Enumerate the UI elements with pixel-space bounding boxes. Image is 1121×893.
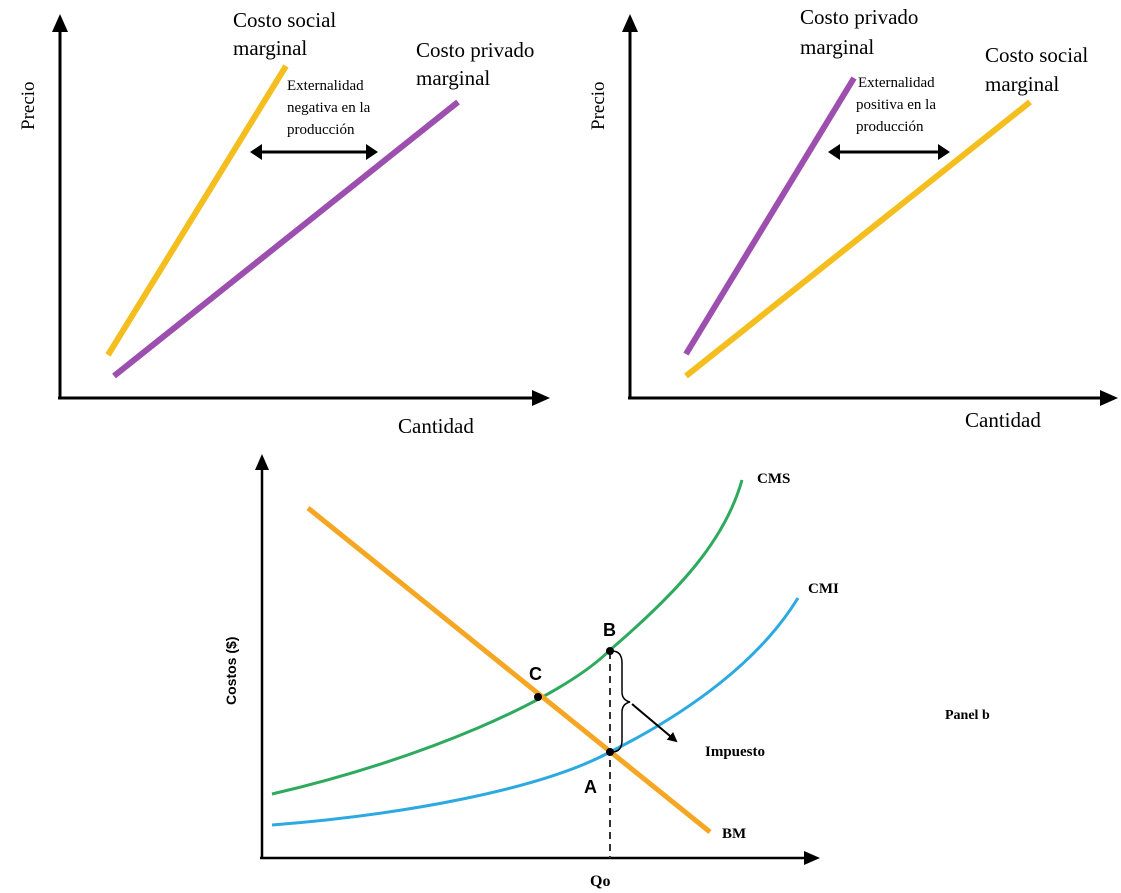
- bottom-y-axis-arrowhead: [255, 454, 269, 470]
- cmp-label: CMI: [808, 581, 839, 597]
- right-private-cost-line: [683, 76, 857, 356]
- panel-b-label: Panel b: [945, 708, 990, 723]
- left-x-axis-arrowhead: [532, 390, 550, 406]
- right-x-axis-arrowhead: [1100, 390, 1118, 406]
- left-y-axis-label: Precio: [18, 81, 39, 130]
- left-social-cost-label-1: Costo social: [233, 8, 336, 32]
- cms-curve: [271, 479, 744, 796]
- right-social-cost-line: [684, 99, 1032, 379]
- left-externality-arrow-left-head: [250, 144, 262, 160]
- point-c-marker: [534, 693, 542, 701]
- left-annotation-2: negativa en la: [287, 100, 371, 116]
- right-y-axis-arrowhead: [622, 14, 638, 32]
- right-annotation-2: positiva en la: [856, 97, 936, 113]
- right-x-axis-label: Cantidad: [965, 408, 1041, 432]
- left-private-cost-label-1: Costo privado: [416, 38, 534, 62]
- panel-tax-correction: Costos ($) Qo CMS CMI BM B C A Impuesto …: [223, 454, 990, 890]
- right-annotation-3: producción: [856, 119, 924, 135]
- panel-negative-externality: Precio Cantidad Costo social marginal Co…: [18, 8, 550, 438]
- bm-label: BM: [722, 826, 746, 842]
- left-social-cost-label-2: marginal: [233, 36, 307, 60]
- point-b-label: B: [603, 620, 616, 640]
- left-annotation-1: Externalidad: [287, 78, 364, 94]
- bm-line: [306, 506, 712, 834]
- qo-tick-label: Qo: [590, 873, 610, 890]
- cms-label: CMS: [757, 471, 790, 487]
- point-a-marker: [606, 748, 614, 756]
- right-annotation-1: Externalidad: [858, 75, 935, 91]
- tax-brace: [611, 650, 631, 753]
- point-c-label: C: [529, 664, 542, 684]
- left-x-axis-label: Cantidad: [398, 414, 474, 438]
- right-y-axis-label: Precio: [588, 81, 609, 130]
- right-private-cost-label-1: Costo privado: [800, 5, 918, 29]
- bottom-x-axis-arrowhead: [804, 851, 820, 865]
- left-private-cost-label-2: marginal: [416, 66, 490, 90]
- left-y-axis-arrowhead: [52, 14, 68, 32]
- right-social-cost-label-2: marginal: [985, 72, 1059, 96]
- right-social-cost-label-1: Costo social: [985, 43, 1088, 67]
- right-externality-arrow-left-head: [828, 144, 840, 160]
- left-private-cost-line: [112, 99, 460, 379]
- left-externality-arrow-right-head: [366, 144, 378, 160]
- right-externality-arrow-right-head: [938, 144, 950, 160]
- point-a-label: A: [584, 777, 597, 797]
- right-private-cost-label-2: marginal: [800, 35, 874, 59]
- left-annotation-3: producción: [287, 122, 355, 138]
- bottom-y-axis-label: Costos ($): [223, 637, 239, 705]
- tax-arrow: [631, 703, 678, 743]
- left-social-cost-line: [105, 64, 289, 357]
- tax-label: Impuesto: [705, 744, 765, 760]
- point-b-marker: [606, 647, 614, 655]
- panel-positive-externality: Precio Cantidad Costo privado marginal C…: [588, 5, 1118, 432]
- cmp-curve: [271, 597, 800, 827]
